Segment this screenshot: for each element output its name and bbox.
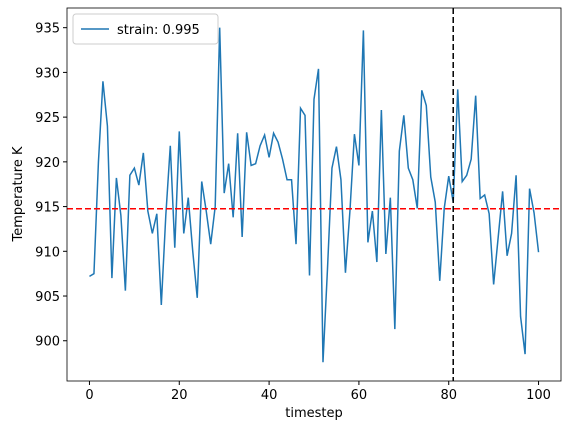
data-line bbox=[89, 27, 540, 363]
plot-frame bbox=[66, 7, 562, 382]
x-tick-label: 80 bbox=[440, 388, 457, 403]
x-tick-label: 60 bbox=[351, 388, 368, 403]
x-tick-label: 40 bbox=[261, 388, 278, 403]
y-tick-label: 905 bbox=[35, 290, 60, 305]
x-tick-label: 100 bbox=[526, 388, 551, 403]
y-tick-label: 915 bbox=[35, 201, 60, 216]
legend-label: strain: 0.995 bbox=[117, 23, 200, 38]
y-tick-label: 900 bbox=[35, 335, 60, 350]
y-tick-label: 930 bbox=[35, 66, 60, 81]
legend-box bbox=[72, 13, 219, 45]
x-axis-label: timestep bbox=[285, 406, 343, 421]
x-tick-label: 20 bbox=[171, 388, 188, 403]
y-tick-label: 935 bbox=[35, 22, 60, 37]
y-tick-label: 920 bbox=[35, 156, 60, 171]
y-tick-label: 910 bbox=[35, 245, 60, 260]
y-axis-label: Temperature K bbox=[11, 146, 26, 242]
x-tick-label: 0 bbox=[85, 388, 93, 403]
y-tick-label: 925 bbox=[35, 111, 60, 126]
